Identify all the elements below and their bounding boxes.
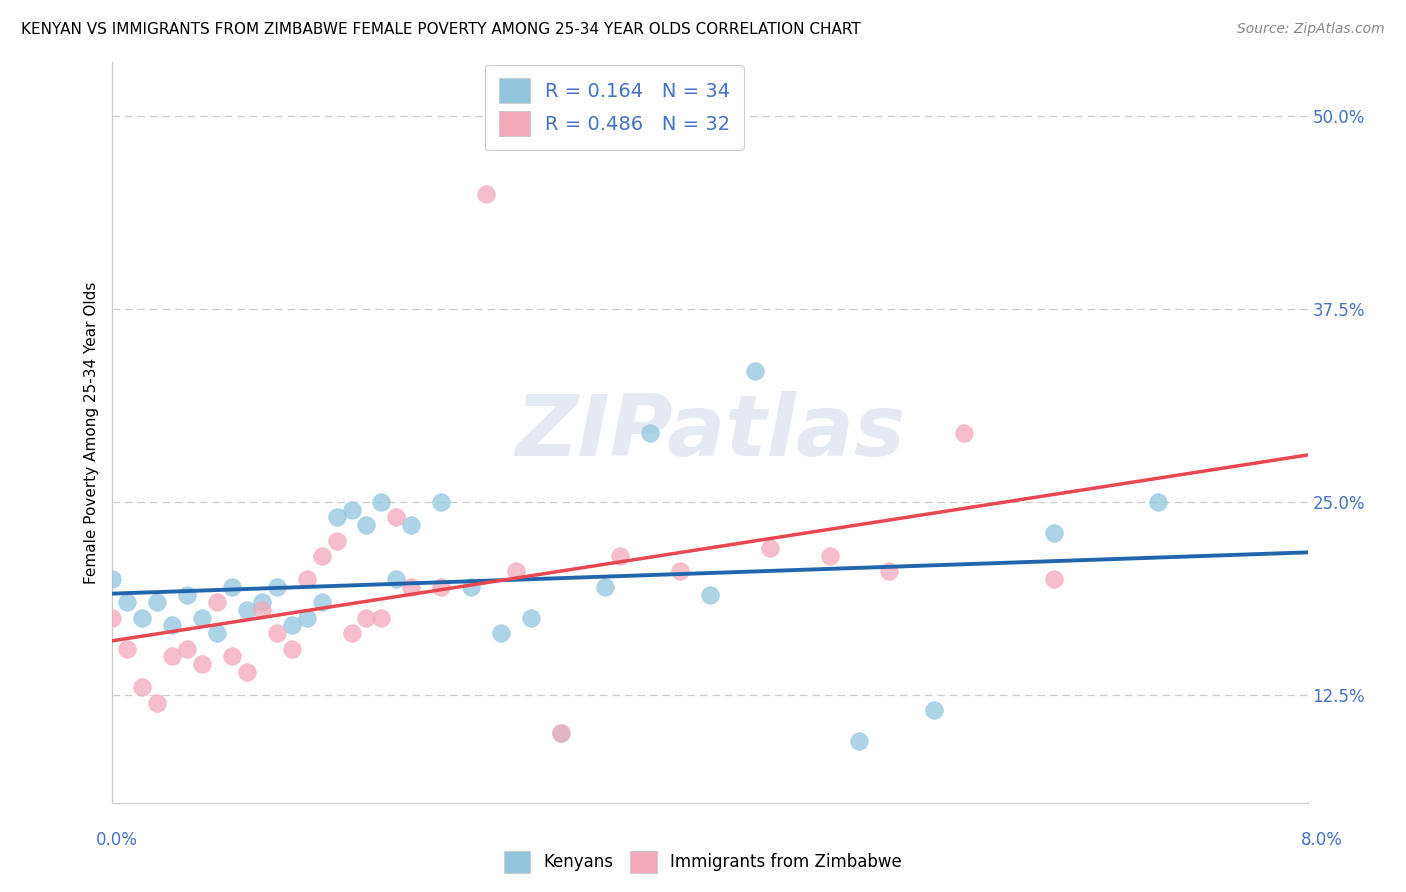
Point: [311, 549, 333, 563]
Point: [401, 518, 423, 533]
Point: [295, 611, 318, 625]
Point: [266, 580, 288, 594]
Point: [609, 549, 631, 563]
Point: [759, 541, 782, 556]
Point: [922, 703, 945, 717]
Point: [295, 572, 318, 586]
Point: [877, 565, 901, 579]
Point: [311, 595, 333, 609]
Point: [281, 641, 304, 656]
Point: [370, 495, 392, 509]
Point: [221, 649, 243, 664]
Point: [430, 580, 453, 594]
Point: [340, 626, 363, 640]
Point: [401, 580, 423, 594]
Point: [848, 734, 870, 748]
Point: [1042, 525, 1064, 540]
Point: [430, 495, 453, 509]
Legend: Kenyans, Immigrants from Zimbabwe: Kenyans, Immigrants from Zimbabwe: [498, 845, 908, 880]
Point: [205, 595, 228, 609]
Point: [131, 680, 153, 694]
Text: Source: ZipAtlas.com: Source: ZipAtlas.com: [1237, 22, 1385, 37]
Point: [595, 580, 617, 594]
Point: [131, 611, 153, 625]
Point: [236, 603, 259, 617]
Point: [953, 425, 976, 440]
Point: [325, 510, 347, 524]
Point: [176, 588, 198, 602]
Point: [370, 611, 392, 625]
Point: [356, 611, 378, 625]
Point: [146, 696, 169, 710]
Text: ZIPatlas: ZIPatlas: [515, 391, 905, 475]
Point: [385, 572, 408, 586]
Point: [101, 572, 124, 586]
Point: [162, 649, 183, 664]
Point: [475, 186, 498, 201]
Point: [146, 595, 169, 609]
Point: [460, 580, 482, 594]
Point: [221, 580, 243, 594]
Point: [281, 618, 304, 632]
Point: [550, 726, 572, 740]
Point: [505, 565, 527, 579]
Point: [205, 626, 228, 640]
Text: 8.0%: 8.0%: [1301, 831, 1343, 849]
Point: [550, 726, 572, 740]
Y-axis label: Female Poverty Among 25-34 Year Olds: Female Poverty Among 25-34 Year Olds: [83, 282, 98, 583]
Point: [117, 641, 139, 656]
Point: [101, 611, 124, 625]
Point: [191, 611, 214, 625]
Point: [325, 533, 347, 548]
Point: [520, 611, 543, 625]
Point: [356, 518, 378, 533]
Point: [176, 641, 198, 656]
Point: [744, 364, 766, 378]
Point: [340, 502, 363, 516]
Point: [236, 665, 259, 679]
Point: [250, 595, 273, 609]
Text: 0.0%: 0.0%: [96, 831, 138, 849]
Legend: R = 0.164   N = 34, R = 0.486   N = 32: R = 0.164 N = 34, R = 0.486 N = 32: [485, 65, 744, 150]
Point: [818, 549, 841, 563]
Point: [385, 510, 408, 524]
Point: [489, 626, 512, 640]
Point: [266, 626, 288, 640]
Point: [162, 618, 183, 632]
Point: [1147, 495, 1170, 509]
Text: KENYAN VS IMMIGRANTS FROM ZIMBABWE FEMALE POVERTY AMONG 25-34 YEAR OLDS CORRELAT: KENYAN VS IMMIGRANTS FROM ZIMBABWE FEMAL…: [21, 22, 860, 37]
Point: [1042, 572, 1064, 586]
Point: [191, 657, 214, 671]
Point: [699, 588, 721, 602]
Point: [117, 595, 139, 609]
Point: [640, 425, 662, 440]
Point: [669, 565, 692, 579]
Point: [250, 603, 273, 617]
